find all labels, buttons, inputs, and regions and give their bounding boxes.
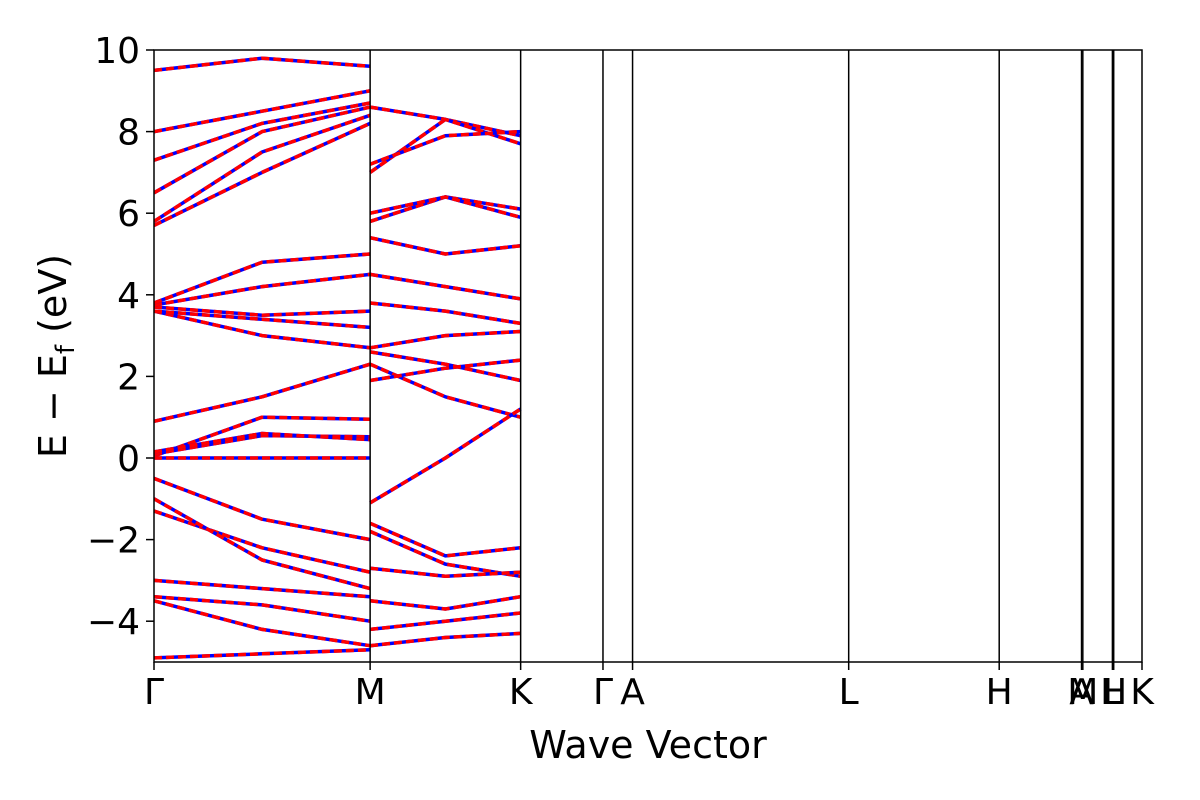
band-line	[369, 350, 521, 383]
band-line	[154, 415, 371, 458]
band-line	[369, 407, 522, 505]
y-axis-label-unit: (eV)	[31, 254, 75, 345]
band-line	[369, 566, 521, 579]
x-tick-label: M	[1067, 672, 1098, 713]
y-axis-label: E − Ef (eV)	[31, 254, 81, 458]
band-line	[369, 358, 521, 383]
y-tick-label: 8	[117, 113, 140, 154]
band-line	[369, 631, 521, 648]
x-tick-label: M	[355, 672, 386, 713]
band-line	[369, 521, 521, 558]
band-line	[369, 129, 521, 166]
x-tick-label: L	[839, 672, 859, 713]
y-tick-label: −2	[87, 521, 140, 562]
band-line	[369, 301, 521, 326]
band-line	[154, 309, 371, 330]
band-line	[369, 272, 521, 301]
band-line	[154, 509, 371, 574]
band-line	[154, 89, 371, 134]
x-axis-ticks: Γ M K Γ A L H AM LH K	[144, 662, 1155, 713]
high-symmetry-lines	[369, 50, 1115, 662]
y-tick-label: 2	[117, 357, 140, 398]
y-tick-label: 4	[117, 276, 140, 317]
band-line	[154, 121, 371, 227]
band-line	[369, 329, 521, 350]
band-line	[154, 594, 371, 623]
band-line	[154, 497, 371, 591]
y-axis-ticks: −4 −2 0 2 4 6 8 10	[87, 31, 154, 643]
x-tick-label: H	[986, 672, 1013, 713]
y-tick-label: 10	[94, 31, 140, 72]
x-tick-label: A	[620, 672, 645, 713]
band-line	[154, 431, 371, 454]
band-line	[154, 305, 371, 317]
plot-frame	[153, 49, 1143, 663]
band-line	[369, 611, 521, 632]
band-line	[369, 235, 521, 256]
x-tick-label: K	[1130, 672, 1155, 713]
y-axis-label-main: E − E	[31, 354, 75, 458]
x-tick-label: H	[1100, 672, 1127, 713]
x-tick-label: Γ	[593, 672, 613, 713]
band-line	[154, 105, 371, 195]
band-line	[154, 476, 371, 542]
x-axis-label: Wave Vector	[529, 723, 767, 767]
band-line	[154, 56, 371, 73]
x-tick-label: Γ	[144, 672, 164, 713]
band-line	[154, 252, 371, 305]
band-line	[154, 599, 371, 648]
band-line	[154, 578, 371, 599]
band-line	[369, 594, 521, 611]
band-line	[154, 648, 371, 660]
band-line	[369, 105, 522, 146]
y-axis-label-sub: f	[51, 344, 81, 354]
x-tick-label: A	[1069, 672, 1094, 713]
y-tick-label: 6	[117, 194, 140, 235]
band-line	[154, 113, 371, 223]
band-lines	[154, 56, 522, 660]
band-line	[369, 195, 522, 219]
band-line	[154, 309, 371, 350]
x-tick-label: K	[509, 672, 534, 713]
x-tick-label: L	[1102, 672, 1122, 713]
y-tick-label: −4	[87, 602, 140, 643]
band-line	[154, 101, 371, 162]
band-line	[154, 362, 371, 424]
band-line	[154, 272, 371, 307]
y-tick-label: 0	[117, 439, 140, 480]
